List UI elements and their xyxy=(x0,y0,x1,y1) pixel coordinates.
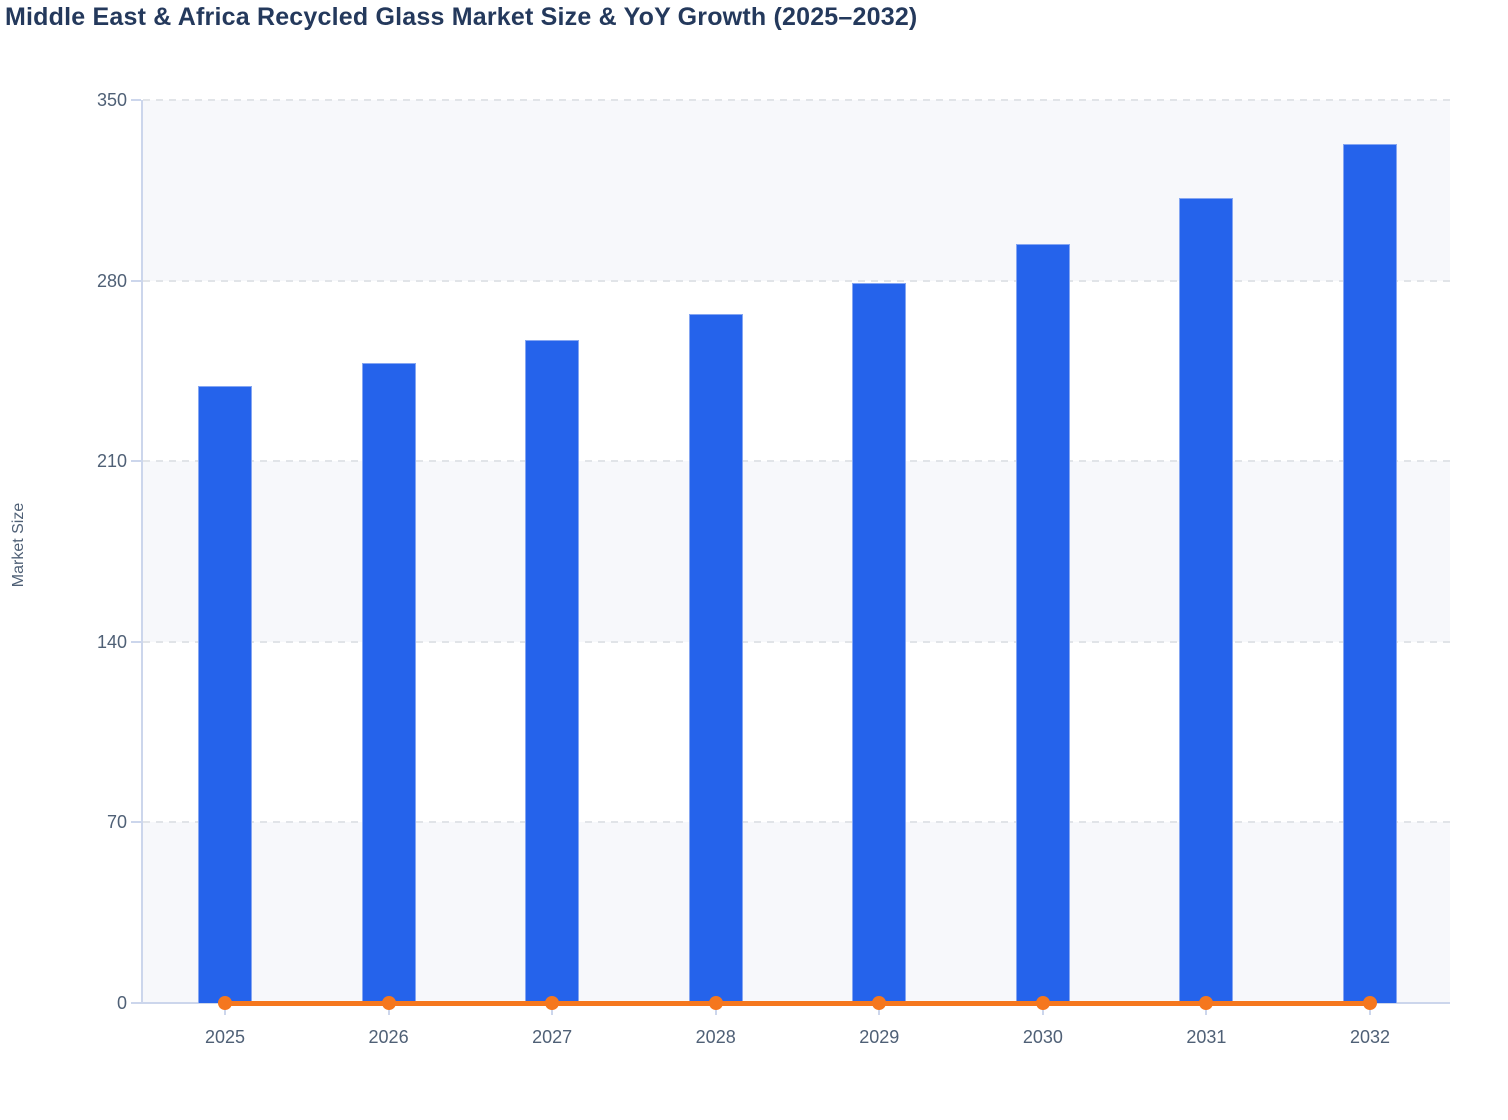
gridline-350 xyxy=(143,99,1450,101)
gridline-140 xyxy=(143,640,1450,643)
x-axis-label-2027: 2027 xyxy=(532,1027,573,1047)
y-tick-280 xyxy=(131,279,141,282)
y-tick-70 xyxy=(131,821,141,824)
yoy-marker-2030[interactable] xyxy=(1035,996,1050,1010)
y-tick-210 xyxy=(131,460,141,463)
bar-2026[interactable] xyxy=(361,363,416,1003)
bar-2032[interactable] xyxy=(1343,143,1397,1003)
x-axis-label-2032: 2032 xyxy=(1349,1027,1391,1047)
yoy-marker-2028[interactable] xyxy=(708,996,723,1010)
y-tick-140 xyxy=(131,640,141,643)
bar-2025[interactable] xyxy=(198,386,252,1003)
row-shade-band xyxy=(143,100,1450,281)
y-axis-line xyxy=(141,100,143,1003)
gridline-70 xyxy=(143,821,1450,824)
gridline-210 xyxy=(143,460,1450,463)
y-tick-label-70: 70 xyxy=(106,812,127,833)
yoy-marker-2031[interactable] xyxy=(1199,996,1214,1010)
row-shade-band xyxy=(143,822,1450,1003)
chart-title: Middle East & Africa Recycled Glass Mark… xyxy=(5,3,918,31)
bar-2031[interactable] xyxy=(1179,198,1234,1003)
x-axis-label-2031: 2031 xyxy=(1186,1027,1227,1047)
x-axis-label-2026: 2026 xyxy=(368,1027,409,1047)
x-axis-label-2028: 2028 xyxy=(695,1027,736,1047)
y-tick-label-210: 210 xyxy=(96,451,127,472)
y-tick-label-0: 0 xyxy=(116,993,127,1013)
yoy-marker-2026[interactable] xyxy=(381,996,396,1010)
bar-2027[interactable] xyxy=(525,339,580,1003)
y-tick-0 xyxy=(131,1002,141,1004)
y-tick-350 xyxy=(131,99,141,101)
y-axis-label: Market Size xyxy=(10,502,27,588)
y-tick-label-350: 350 xyxy=(96,90,127,110)
bar-2030[interactable] xyxy=(1015,244,1070,1003)
y-tick-label-140: 140 xyxy=(96,631,127,652)
x-axis-label-2025: 2025 xyxy=(204,1027,246,1047)
x-axis-label-2030: 2030 xyxy=(1022,1027,1063,1047)
bar-2028[interactable] xyxy=(688,314,743,1003)
x-axis-label-2029: 2029 xyxy=(859,1027,900,1047)
bar-2029[interactable] xyxy=(852,283,907,1003)
yoy-marker-2029[interactable] xyxy=(872,996,887,1010)
yoy-growth-line[interactable] xyxy=(225,1000,1370,1006)
gridline-280 xyxy=(143,279,1450,282)
yoy-marker-2032[interactable] xyxy=(1363,996,1377,1010)
yoy-marker-2027[interactable] xyxy=(545,996,560,1010)
yoy-marker-2025[interactable] xyxy=(218,996,232,1010)
y-tick-label-280: 280 xyxy=(96,270,127,291)
row-shade-band xyxy=(143,461,1450,642)
